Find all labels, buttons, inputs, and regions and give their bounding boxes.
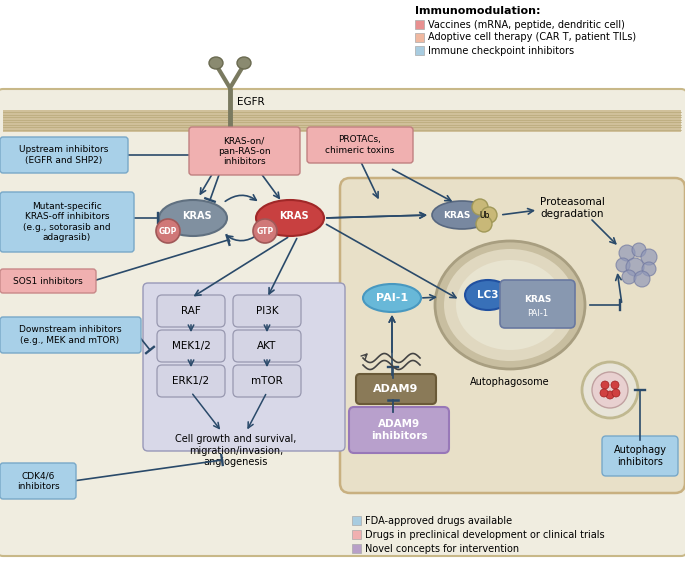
Text: MEK1/2: MEK1/2 <box>171 341 210 351</box>
FancyBboxPatch shape <box>0 192 134 252</box>
Text: GTP: GTP <box>256 226 273 236</box>
FancyBboxPatch shape <box>157 330 225 362</box>
Bar <box>352 516 361 525</box>
Text: FDA-approved drugs available: FDA-approved drugs available <box>365 516 512 525</box>
Ellipse shape <box>363 284 421 312</box>
Bar <box>415 20 424 29</box>
Circle shape <box>632 243 646 257</box>
Circle shape <box>582 362 638 418</box>
Text: Autophagosome: Autophagosome <box>470 377 550 387</box>
Circle shape <box>592 372 628 408</box>
FancyBboxPatch shape <box>0 89 685 556</box>
Ellipse shape <box>209 57 223 69</box>
Text: mTOR: mTOR <box>251 376 283 386</box>
Text: KRAS: KRAS <box>182 211 212 221</box>
Ellipse shape <box>456 260 564 350</box>
Circle shape <box>642 262 656 276</box>
Ellipse shape <box>159 200 227 236</box>
Text: Cell growth and survival,
migration/invasion,
angiogenesis: Cell growth and survival, migration/inva… <box>175 434 297 467</box>
Bar <box>3 110 681 132</box>
Text: Downstream inhibitors
(e.g., MEK and mTOR): Downstream inhibitors (e.g., MEK and mTO… <box>18 325 121 345</box>
Ellipse shape <box>237 57 251 69</box>
Text: GDP: GDP <box>159 226 177 236</box>
Circle shape <box>600 389 608 397</box>
Text: Vaccines (mRNA, peptide, dendritic cell): Vaccines (mRNA, peptide, dendritic cell) <box>428 19 625 29</box>
Ellipse shape <box>432 201 492 229</box>
Circle shape <box>626 258 644 276</box>
Ellipse shape <box>435 241 585 369</box>
FancyBboxPatch shape <box>157 295 225 327</box>
Circle shape <box>601 381 609 389</box>
Circle shape <box>606 391 614 399</box>
Circle shape <box>616 258 630 272</box>
Text: PAI-1: PAI-1 <box>527 308 549 317</box>
Bar <box>352 530 361 539</box>
Text: Novel concepts for intervention: Novel concepts for intervention <box>365 544 519 554</box>
Circle shape <box>622 270 636 284</box>
Circle shape <box>611 381 619 389</box>
Text: Mutant-specific
KRAS-off inhibitors
(e.g., sotorasib and
adagrasib): Mutant-specific KRAS-off inhibitors (e.g… <box>23 202 111 242</box>
Text: CDK4/6
inhibitors: CDK4/6 inhibitors <box>16 472 60 490</box>
FancyBboxPatch shape <box>233 295 301 327</box>
FancyBboxPatch shape <box>157 365 225 397</box>
Text: Immune checkpoint inhibitors: Immune checkpoint inhibitors <box>428 45 574 56</box>
Text: ERK1/2: ERK1/2 <box>173 376 210 386</box>
Text: LC3: LC3 <box>477 290 499 300</box>
Ellipse shape <box>465 280 511 310</box>
Bar <box>415 46 424 55</box>
Circle shape <box>619 245 635 261</box>
Circle shape <box>481 207 497 223</box>
Text: Drugs in preclinical development or clinical trials: Drugs in preclinical development or clin… <box>365 529 605 540</box>
Circle shape <box>156 219 180 243</box>
Text: ADAM9: ADAM9 <box>373 384 419 394</box>
Text: ADAM9
inhibitors: ADAM9 inhibitors <box>371 419 427 441</box>
Text: PROTACs,
chimeric toxins: PROTACs, chimeric toxins <box>325 135 395 155</box>
Text: Autophagy
inhibitors: Autophagy inhibitors <box>614 445 667 467</box>
FancyBboxPatch shape <box>233 365 301 397</box>
Text: Ub: Ub <box>479 210 490 219</box>
FancyBboxPatch shape <box>143 283 345 451</box>
Text: RAF: RAF <box>181 306 201 316</box>
FancyBboxPatch shape <box>356 374 436 404</box>
FancyBboxPatch shape <box>602 436 678 476</box>
Circle shape <box>476 216 492 232</box>
Text: Immunomodulation:: Immunomodulation: <box>415 6 540 16</box>
FancyBboxPatch shape <box>0 317 141 353</box>
Text: KRAS: KRAS <box>524 295 551 304</box>
Text: Proteasomal
degradation: Proteasomal degradation <box>540 197 605 219</box>
Ellipse shape <box>256 200 324 236</box>
Text: KRAS: KRAS <box>279 211 309 221</box>
Circle shape <box>612 389 620 397</box>
Bar <box>352 544 361 553</box>
Text: EGFR: EGFR <box>237 97 264 107</box>
Text: SOS1 inhibitors: SOS1 inhibitors <box>13 277 83 285</box>
FancyBboxPatch shape <box>189 127 300 175</box>
Circle shape <box>641 249 657 265</box>
FancyBboxPatch shape <box>0 463 76 499</box>
Text: Upstream inhibitors
(EGFR and SHP2): Upstream inhibitors (EGFR and SHP2) <box>19 146 109 164</box>
FancyBboxPatch shape <box>500 280 575 328</box>
Circle shape <box>634 271 650 287</box>
FancyBboxPatch shape <box>233 330 301 362</box>
FancyBboxPatch shape <box>0 269 96 293</box>
Bar <box>415 33 424 42</box>
Text: KRAS-on/
pan-RAS-on
inhibitors: KRAS-on/ pan-RAS-on inhibitors <box>218 136 271 166</box>
Ellipse shape <box>444 249 576 361</box>
FancyBboxPatch shape <box>340 178 685 493</box>
Text: KRAS: KRAS <box>443 210 471 219</box>
Text: AKT: AKT <box>258 341 277 351</box>
FancyBboxPatch shape <box>0 137 128 173</box>
Text: PAI-1: PAI-1 <box>376 293 408 303</box>
FancyBboxPatch shape <box>307 127 413 163</box>
Circle shape <box>253 219 277 243</box>
Text: PI3K: PI3K <box>256 306 278 316</box>
Circle shape <box>472 199 488 215</box>
FancyBboxPatch shape <box>349 407 449 453</box>
Text: Adoptive cell therapy (CAR T, patient TILs): Adoptive cell therapy (CAR T, patient TI… <box>428 33 636 42</box>
